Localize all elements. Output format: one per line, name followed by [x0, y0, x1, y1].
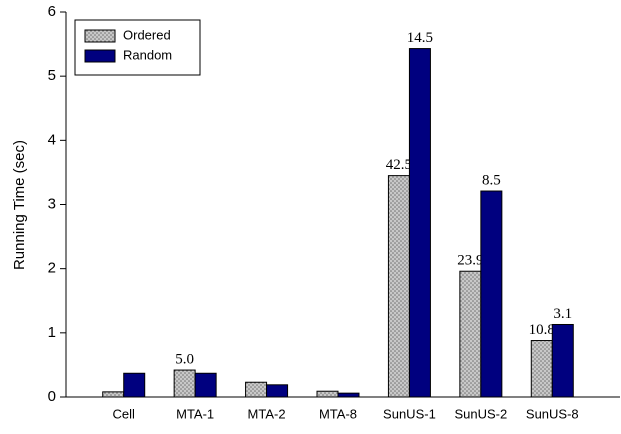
bar [266, 384, 289, 398]
legend-box [74, 19, 201, 76]
bar [173, 369, 196, 398]
y-tick-label: 4 [48, 131, 56, 148]
bar-annotation: 10.8 [529, 322, 555, 338]
bar-annotation: 8.5 [482, 172, 501, 188]
bar-annotation: 5.0 [175, 351, 194, 367]
bar [194, 372, 217, 398]
bar-annotation: 23.9 [457, 253, 483, 269]
x-tick-label: SunUS-2 [454, 406, 507, 421]
bar [316, 390, 339, 398]
x-tick-label: MTA-1 [176, 406, 214, 421]
bar [102, 391, 125, 398]
bar [459, 270, 482, 398]
x-tick-label: MTA-8 [319, 406, 357, 421]
bar [123, 372, 146, 398]
bar-annotation: 14.5 [407, 30, 433, 46]
x-tick-label: SunUS-8 [526, 406, 579, 421]
bar-annotation: 3.1 [553, 306, 572, 322]
bar [551, 323, 574, 398]
y-tick-label: 1 [48, 324, 56, 341]
y-tick-label: 2 [48, 260, 56, 277]
x-tick-label: Cell [113, 406, 136, 421]
legend-swatch [84, 29, 116, 43]
x-tick-label: SunUS-1 [383, 406, 436, 421]
bar [245, 381, 268, 398]
bar [408, 48, 431, 398]
y-tick-label: 5 [48, 67, 56, 84]
bar [480, 190, 503, 398]
y-tick-label: 0 [48, 388, 56, 405]
legend-label: Ordered [123, 27, 171, 42]
y-axis-label: Running Time (sec) [11, 140, 28, 270]
bar [530, 340, 553, 398]
bar-annotation: 42.5 [386, 157, 412, 173]
legend-label: Random [123, 47, 172, 62]
legend-swatch [84, 49, 116, 63]
y-tick-label: 3 [48, 195, 56, 212]
y-tick-label: 6 [48, 3, 56, 20]
bar [337, 392, 360, 398]
x-tick-label: MTA-2 [248, 406, 286, 421]
bar [387, 175, 410, 398]
